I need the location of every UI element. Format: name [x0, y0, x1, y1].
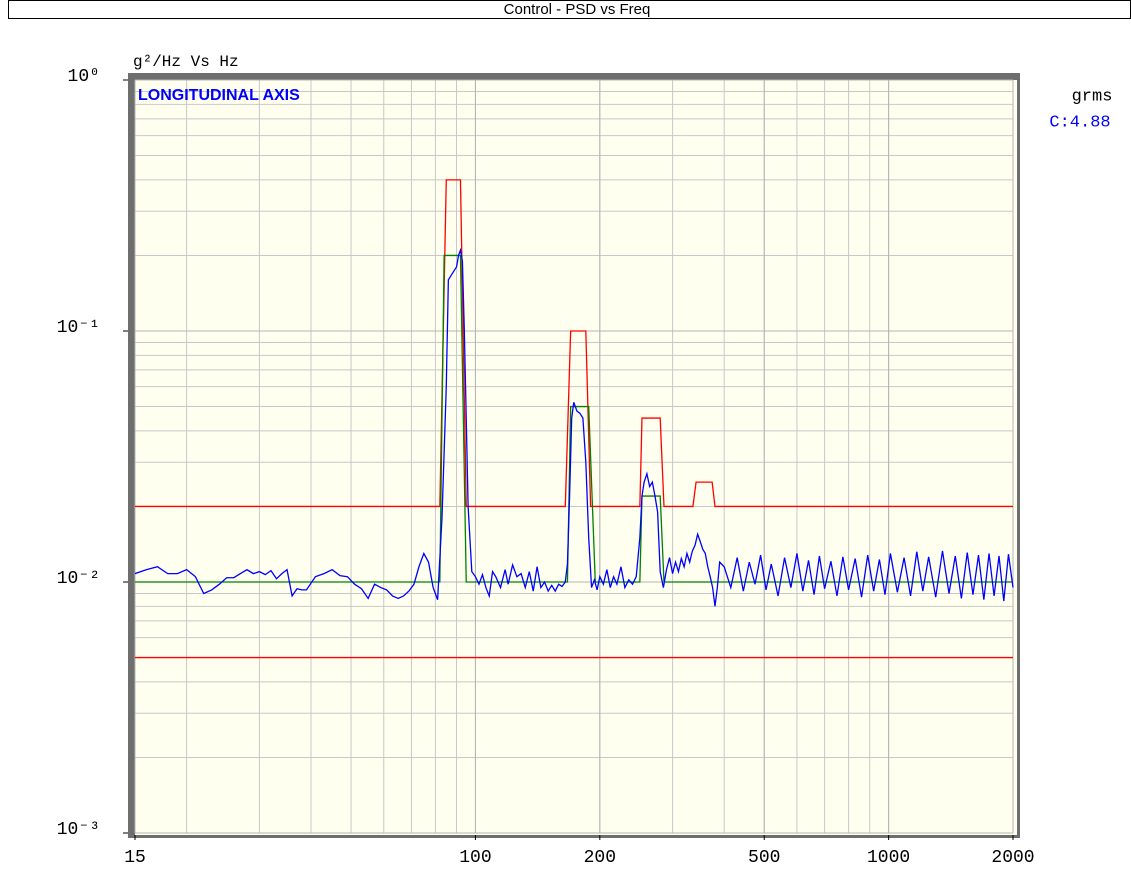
x-tick-label: 500	[748, 848, 780, 868]
x-tick-label: 1000	[867, 848, 910, 868]
y-tick-label: 10⁻¹	[57, 318, 100, 338]
chart-title: Control - PSD vs Freq	[504, 1, 651, 18]
y-tick-label: 10⁰	[68, 67, 100, 87]
rms-label: C:4.88	[1049, 113, 1110, 132]
annotation: LONGITUDINAL AXIS	[138, 87, 300, 104]
series-line	[135, 254, 1013, 583]
y-tick-label: 10⁻²	[57, 569, 100, 589]
x-tick-label: 2000	[991, 848, 1034, 868]
x-tick-label: 15	[124, 848, 146, 868]
y-axis-label: g²/Hz Vs Hz	[133, 53, 239, 71]
y-tick-label: 10⁻³	[57, 820, 100, 840]
rms-header: grms	[1072, 87, 1113, 106]
plot-area	[135, 80, 1017, 835]
series-line	[135, 179, 1013, 508]
x-tick-label: 200	[584, 848, 616, 868]
series-line	[135, 247, 1014, 607]
x-tick-label: 100	[459, 848, 491, 868]
